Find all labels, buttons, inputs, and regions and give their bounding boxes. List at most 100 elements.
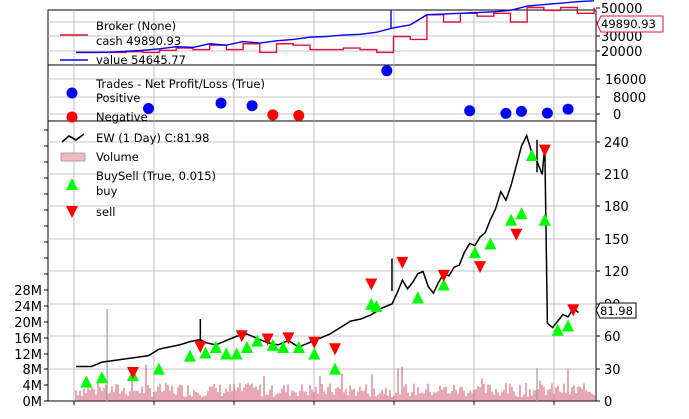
volume-bar: [345, 389, 347, 401]
sell-legend-label: sell: [96, 205, 115, 219]
volume-bar: [137, 390, 139, 401]
volume-bar: [339, 388, 341, 401]
price-tick-label: 60: [604, 330, 621, 345]
volume-bar: [481, 378, 483, 401]
sell-marker: [510, 228, 523, 241]
volume-tick-label: 16M: [14, 332, 42, 347]
positive-trade-dot: [541, 107, 553, 119]
volume-bar: [333, 394, 335, 401]
buy-marker: [230, 347, 243, 360]
volume-bar: [489, 384, 491, 401]
volume-bar: [373, 388, 375, 401]
volume-bar: [249, 385, 251, 401]
volume-bar: [413, 383, 415, 401]
volume-bar: [311, 389, 313, 401]
trades-legend: Trades - Net Profit/Loss (True) Positive…: [66, 77, 265, 124]
volume-bar: [347, 395, 349, 401]
volume-bar: [217, 391, 219, 401]
volume-bar: [447, 393, 449, 401]
volume-bar: [229, 384, 231, 401]
volume-bar: [193, 390, 195, 401]
volume-bar: [87, 387, 89, 401]
volume-bar: [107, 393, 109, 401]
last-price-tag: 81.98: [595, 302, 637, 319]
volume-bar: [323, 391, 325, 401]
buy-marker: [437, 278, 450, 291]
sell-marker: [261, 333, 274, 346]
last-price-text: 81.98: [600, 304, 633, 318]
volume-bar: [415, 394, 417, 401]
volume-bar: [273, 396, 275, 401]
volume-bar: [245, 384, 247, 401]
volume-bar: [283, 385, 285, 401]
volume-bar: [507, 393, 509, 401]
volume-bar: [277, 393, 279, 401]
volume-bar: [535, 390, 537, 401]
broker-tick-label: 30000: [601, 30, 642, 45]
volume-bar: [391, 396, 393, 401]
minor-left-ticks: [44, 129, 48, 275]
volume-bar: [91, 387, 93, 401]
volume-bar: [221, 396, 223, 401]
price-legend-label: EW (1 Day) C:81.98: [96, 131, 209, 145]
volume-bar: [237, 387, 239, 401]
volume-bar: [263, 375, 265, 401]
volume-bar: [593, 394, 595, 401]
buy-marker: [240, 341, 253, 354]
volume-bar: [331, 392, 333, 401]
volume-legend-label: Volume: [96, 150, 139, 164]
volume-bar: [435, 392, 437, 401]
volume-bar: [99, 386, 101, 401]
volume-bar: [543, 387, 545, 401]
volume-bar: [307, 395, 309, 401]
volume-bar: [351, 389, 353, 401]
buy-marker: [220, 347, 233, 360]
volume-bar: [525, 383, 527, 401]
volume-bar: [383, 393, 385, 401]
volume-bar: [577, 386, 579, 401]
volume-bar: [83, 388, 85, 401]
volume-bar: [515, 395, 517, 401]
volume-bar: [187, 385, 189, 401]
price-tick-label: 240: [604, 136, 629, 151]
volume-bar: [579, 386, 581, 401]
volume-bar: [461, 386, 463, 401]
volume-bar: [463, 390, 465, 401]
volume-bar: [303, 391, 305, 401]
volume-bar: [95, 394, 97, 401]
negative-legend-label: Negative: [96, 110, 148, 124]
volume-bar: [565, 392, 567, 401]
volume-bar: [275, 394, 277, 401]
volume-bar: [417, 387, 419, 401]
volume-bar: [269, 389, 271, 401]
volume-bar: [533, 390, 535, 401]
price-tick-label: 150: [604, 233, 629, 248]
volume-bar: [519, 384, 521, 401]
volume-bar: [457, 393, 459, 401]
sell-marker: [282, 332, 295, 345]
volume-bar: [363, 390, 365, 401]
buy-legend-label: buy: [96, 184, 118, 198]
volume-bar: [103, 387, 105, 401]
volume-bar: [477, 385, 479, 401]
volume-bar: [219, 384, 221, 401]
volume-bar: [247, 383, 249, 401]
volume-bar: [161, 391, 163, 401]
volume-tick-label: 4M: [23, 379, 43, 394]
price-tick-label: 0: [604, 395, 612, 410]
volume-bar: [255, 386, 257, 401]
volume-bar: [315, 386, 317, 401]
volume-bar: [281, 388, 283, 401]
volume-bar: [289, 395, 291, 401]
volume-bar: [485, 392, 487, 401]
volume-bar: [379, 392, 381, 401]
price-tick-label: 180: [604, 200, 629, 215]
volume-bar: [271, 385, 273, 401]
volume-bar: [121, 391, 123, 401]
sell-marker: [396, 256, 409, 269]
volume-bar: [455, 390, 457, 401]
volume-bar: [483, 383, 485, 401]
volume-bar: [433, 392, 435, 401]
negative-trade-dot: [267, 109, 279, 121]
volume-bars: [75, 309, 595, 401]
